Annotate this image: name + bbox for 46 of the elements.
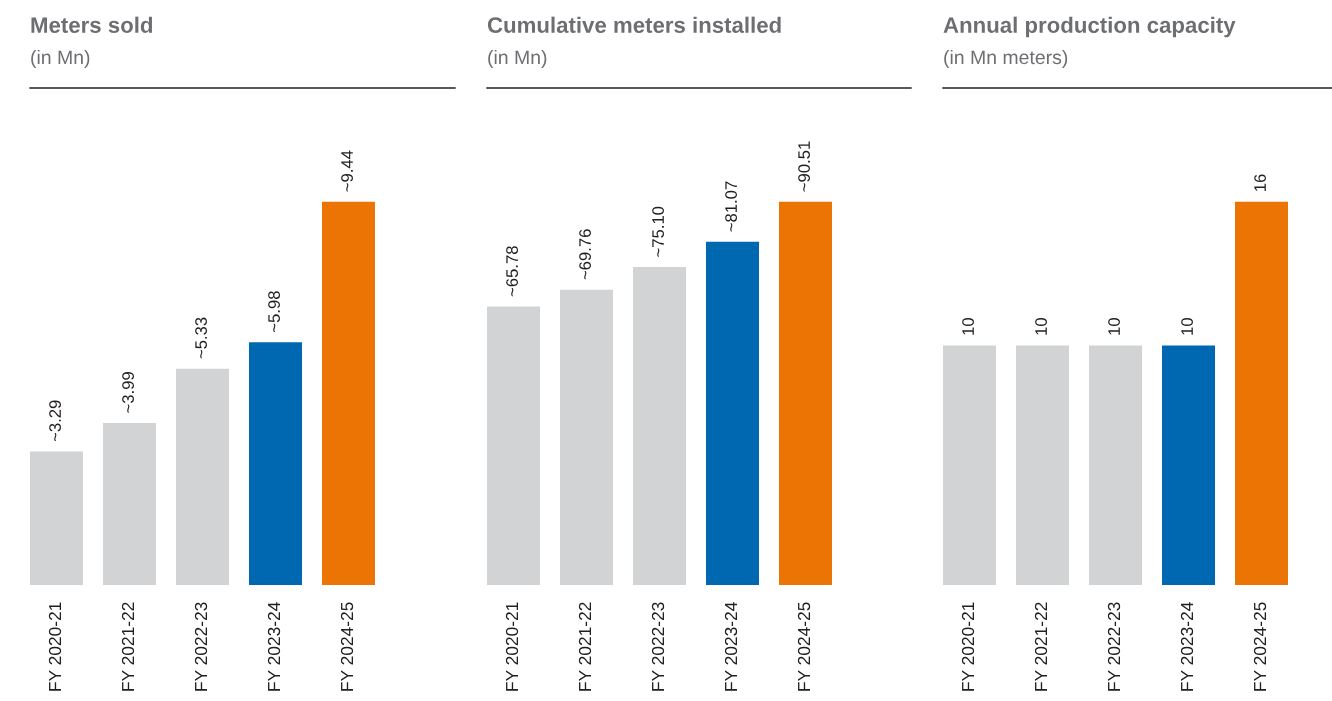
data-label: 16	[1254, 174, 1266, 191]
bar	[633, 267, 686, 585]
bar	[176, 368, 229, 585]
data-label: ~69.76	[579, 229, 591, 280]
x-tick-label: FY 2022-23	[651, 602, 665, 691]
bar	[560, 289, 613, 585]
chart-subtitle: (in Mn)	[31, 49, 90, 69]
chart-title: Cumulative meters installed	[487, 16, 781, 33]
x-tick-label: FY 2021-22	[1034, 602, 1048, 691]
x-tick-label: FY 2020-21	[961, 602, 975, 691]
x-tick-label: FY 2020-21	[505, 602, 519, 691]
data-label: ~5.98	[268, 291, 280, 332]
x-tick-label: FY 2023-24	[267, 602, 281, 691]
data-label: ~5.33	[195, 317, 207, 359]
data-label: 10	[1035, 318, 1047, 335]
bar	[103, 423, 156, 585]
chart-subtitle: (in Mn meters)	[944, 49, 1068, 69]
bar	[30, 451, 83, 585]
x-tick-label: FY 2022-23	[194, 602, 208, 691]
chart-title: Annual production capacity	[943, 16, 1236, 38]
bar	[322, 201, 375, 585]
x-tick-label: FY 2021-22	[121, 602, 135, 691]
data-label: ~9.44	[341, 150, 353, 192]
data-label: ~65.78	[506, 246, 518, 297]
bar	[706, 241, 759, 585]
data-label: ~75.10	[652, 206, 664, 257]
data-label: ~81.07	[725, 181, 737, 232]
data-label: ~90.51	[798, 141, 810, 192]
x-tick-label: FY 2024-25	[340, 602, 354, 691]
x-tick-label: FY 2022-23	[1107, 602, 1121, 691]
x-tick-label: FY 2020-21	[48, 602, 62, 691]
data-label: ~3.99	[122, 372, 134, 413]
data-label: 10	[1108, 318, 1120, 335]
bar	[487, 306, 540, 585]
bar	[249, 342, 302, 585]
x-tick-label: FY 2023-24	[1180, 602, 1194, 691]
data-label: 10	[1181, 318, 1193, 335]
x-tick-label: FY 2021-22	[578, 602, 592, 691]
x-tick-label: FY 2024-25	[797, 602, 811, 691]
data-label: ~3.29	[49, 400, 61, 442]
x-tick-label: FY 2023-24	[724, 602, 738, 691]
chart-subtitle: (in Mn)	[488, 49, 547, 69]
chart-title: Meters sold	[31, 16, 153, 33]
data-label: 10	[962, 318, 974, 335]
bar	[779, 201, 832, 585]
x-tick-label: FY 2024-25	[1253, 602, 1267, 691]
